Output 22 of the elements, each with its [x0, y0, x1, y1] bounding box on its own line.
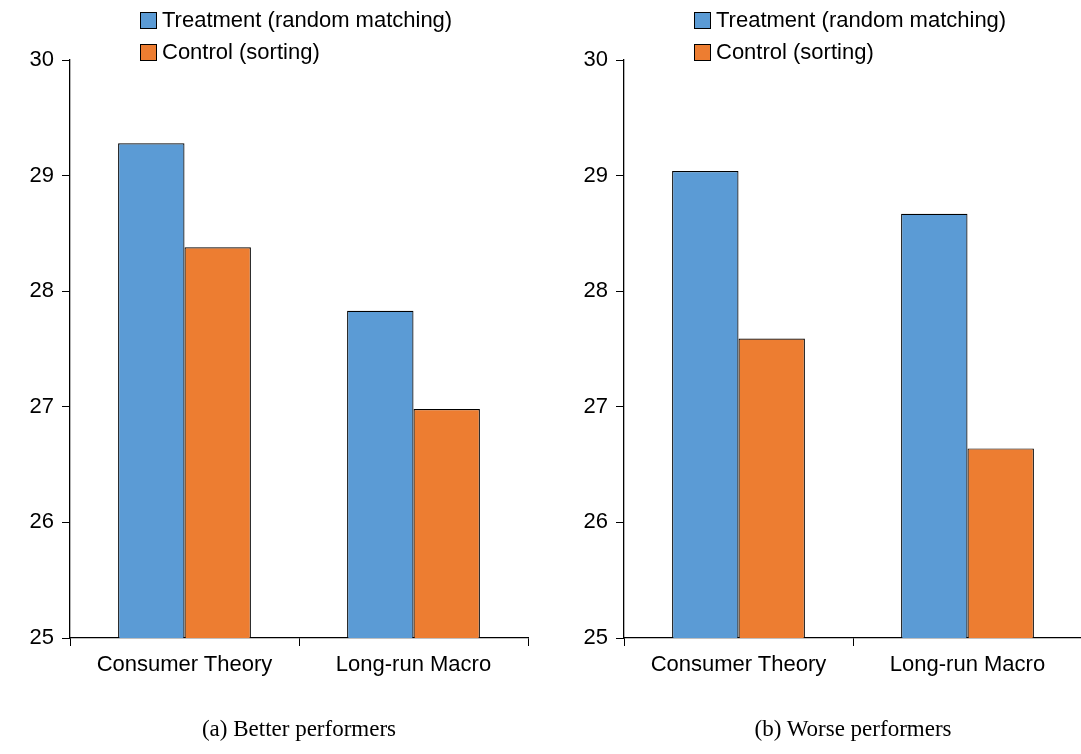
x-axis-title: (b) Worse performers [754, 716, 952, 742]
legend-label: Treatment (random matching) [162, 7, 453, 33]
x-tick-label: Long-run Macro [889, 651, 1046, 677]
legend-label: Control (sorting) [716, 39, 874, 65]
y-tick-label: 26 [583, 508, 608, 534]
x-axis-title: (a) Better performers [201, 716, 397, 742]
y-tick-label: 25 [583, 624, 608, 650]
y-tick-label: 27 [29, 392, 54, 418]
y-tick-label: 26 [29, 508, 54, 534]
y-tick-label: 28 [29, 277, 54, 303]
x-tick-label: Consumer Theory [650, 651, 827, 677]
x-tick-label: Long-run Macro [335, 651, 492, 677]
y-tick-label: 30 [29, 46, 54, 72]
y-tick-label: 25 [29, 624, 54, 650]
y-tick-label: 29 [29, 161, 54, 187]
y-tick-label: 30 [583, 46, 608, 72]
y-tick-label: 28 [583, 277, 608, 303]
legend-label: Treatment (random matching) [716, 7, 1007, 33]
y-tick-label: 29 [583, 161, 608, 187]
legend-label: Control (sorting) [162, 39, 320, 65]
x-tick-label: Consumer Theory [96, 651, 273, 677]
y-tick-label: 27 [583, 392, 608, 418]
